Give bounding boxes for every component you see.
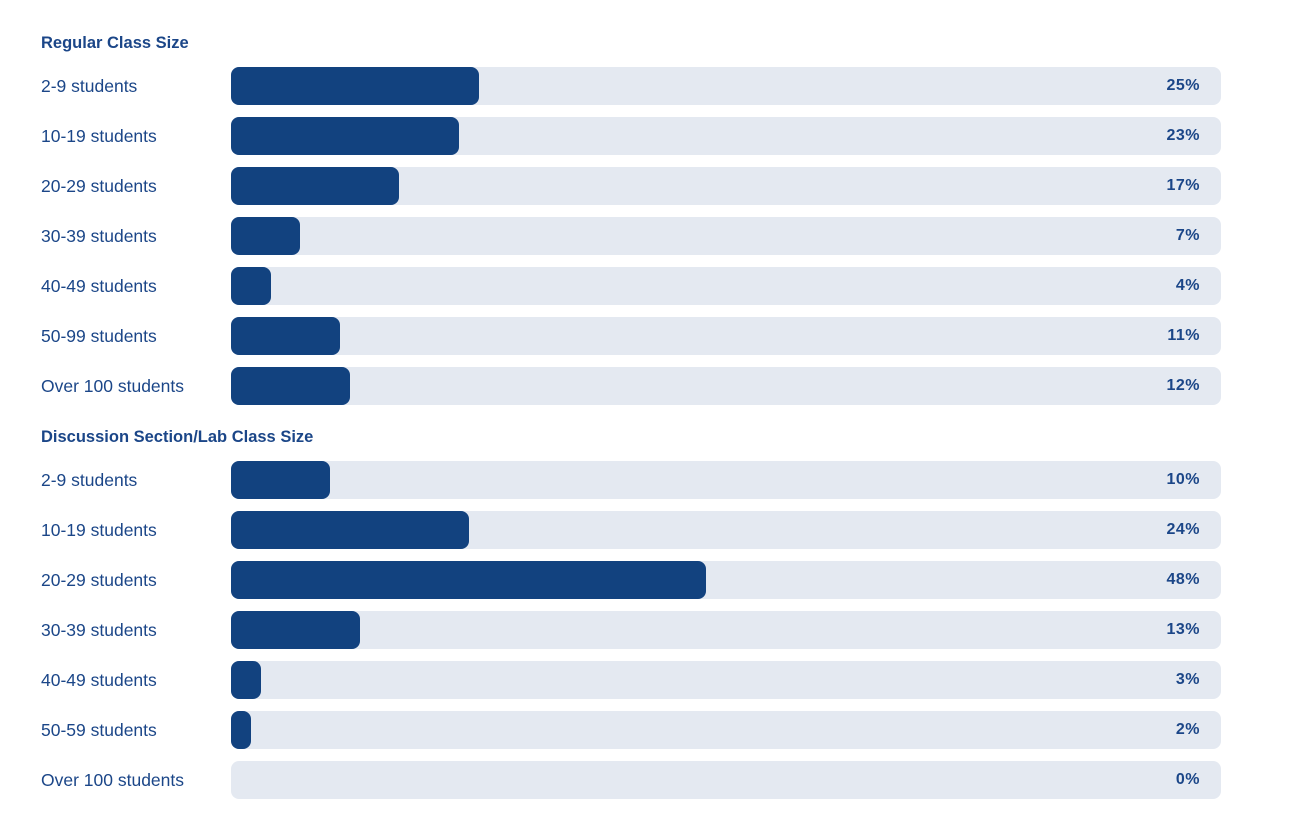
bar-row: 10-19 students 24% xyxy=(41,511,1221,549)
bar-fill xyxy=(231,511,469,549)
value-label: 3% xyxy=(1175,671,1200,688)
bar-track: 17% xyxy=(231,167,1221,205)
bar-track: 10% xyxy=(231,461,1221,499)
category-label: 2-9 students xyxy=(41,469,138,490)
bar-fill xyxy=(231,661,261,699)
value-label: 23% xyxy=(1166,127,1200,144)
category-label: 10-19 students xyxy=(41,125,157,146)
category-label: 50-99 students xyxy=(41,325,157,346)
bar-row: 20-29 students 17% xyxy=(41,167,1221,205)
bar-track: 13% xyxy=(231,611,1221,649)
value-label: 11% xyxy=(1167,327,1200,344)
bar-row: 2-9 students 25% xyxy=(41,67,1221,105)
value-label: 17% xyxy=(1166,177,1200,194)
category-label: 20-29 students xyxy=(41,175,157,196)
value-label: 25% xyxy=(1166,77,1200,94)
bar-fill xyxy=(231,367,350,405)
bar-fill xyxy=(231,167,400,205)
bar-track: 12% xyxy=(231,367,1221,405)
value-label: 13% xyxy=(1166,621,1200,638)
value-label: 7% xyxy=(1175,227,1200,244)
category-label: 30-39 students xyxy=(41,619,157,640)
bar-track: 2% xyxy=(231,711,1221,749)
bar-track: 11% xyxy=(231,317,1221,355)
bar-row: 50-59 students 2% xyxy=(41,711,1221,749)
bar-fill xyxy=(231,217,301,255)
bar-rows: 2-9 students 25% 10-19 students 23% 20-29 st… xyxy=(41,67,1221,405)
value-label: 4% xyxy=(1175,277,1200,294)
bar-row: Over 100 students 0% xyxy=(41,761,1221,799)
category-label: 10-19 students xyxy=(41,519,157,540)
value-label: 48% xyxy=(1166,571,1200,588)
value-label: 12% xyxy=(1166,377,1200,394)
category-label: Over 100 students xyxy=(41,769,184,790)
category-label: 40-49 students xyxy=(41,275,157,296)
bar-row: 50-99 students 11% xyxy=(41,317,1221,355)
value-label: 2% xyxy=(1175,721,1200,738)
bar-track: 24% xyxy=(231,511,1221,549)
bar-fill xyxy=(231,67,479,105)
bar-fill xyxy=(231,461,330,499)
bar-fill xyxy=(231,561,707,599)
category-label: 30-39 students xyxy=(41,225,157,246)
value-label: 10% xyxy=(1166,471,1200,488)
chart-section-regular-class-size: Regular Class Size 2-9 students 25% 10-19 … xyxy=(41,34,1221,405)
bar-track: 48% xyxy=(231,561,1221,599)
category-label: 40-49 students xyxy=(41,669,157,690)
value-label: 0% xyxy=(1175,771,1200,788)
bar-track: 0% xyxy=(231,761,1221,799)
bar-track: 7% xyxy=(231,217,1221,255)
category-label: 50-59 students xyxy=(41,719,157,740)
category-label: 2-9 students xyxy=(41,75,138,96)
bar-fill xyxy=(231,711,251,749)
bar-row: 20-29 students 48% xyxy=(41,561,1221,599)
bar-row: Over 100 students 12% xyxy=(41,367,1221,405)
chart-section-discussion-lab-class-size: Discussion Section/Lab Class Size 2-9 st… xyxy=(41,428,1221,799)
bar-fill xyxy=(231,317,340,355)
bar-row: 40-49 students 3% xyxy=(41,661,1221,699)
bar-rows: 2-9 students 10% 10-19 students 24% 20-29 st… xyxy=(41,461,1221,799)
bar-track: 23% xyxy=(231,117,1221,155)
bar-fill xyxy=(231,611,360,649)
bar-row: 30-39 students 7% xyxy=(41,217,1221,255)
bar-track: 4% xyxy=(231,267,1221,305)
chart-title: Regular Class Size xyxy=(41,34,189,52)
category-label: Over 100 students xyxy=(41,375,184,396)
bar-track: 25% xyxy=(231,67,1221,105)
chart-title: Discussion Section/Lab Class Size xyxy=(41,428,314,446)
bar-row: 2-9 students 10% xyxy=(41,461,1221,499)
value-label: 24% xyxy=(1166,521,1200,538)
class-size-charts: Regular Class Size 2-9 students 25% 10-19 … xyxy=(41,34,1221,799)
bar-fill xyxy=(231,267,271,305)
bar-row: 40-49 students 4% xyxy=(41,267,1221,305)
bar-track: 3% xyxy=(231,661,1221,699)
bar-fill xyxy=(231,117,459,155)
category-label: 20-29 students xyxy=(41,569,157,590)
bar-row: 10-19 students 23% xyxy=(41,117,1221,155)
bar-row: 30-39 students 13% xyxy=(41,611,1221,649)
